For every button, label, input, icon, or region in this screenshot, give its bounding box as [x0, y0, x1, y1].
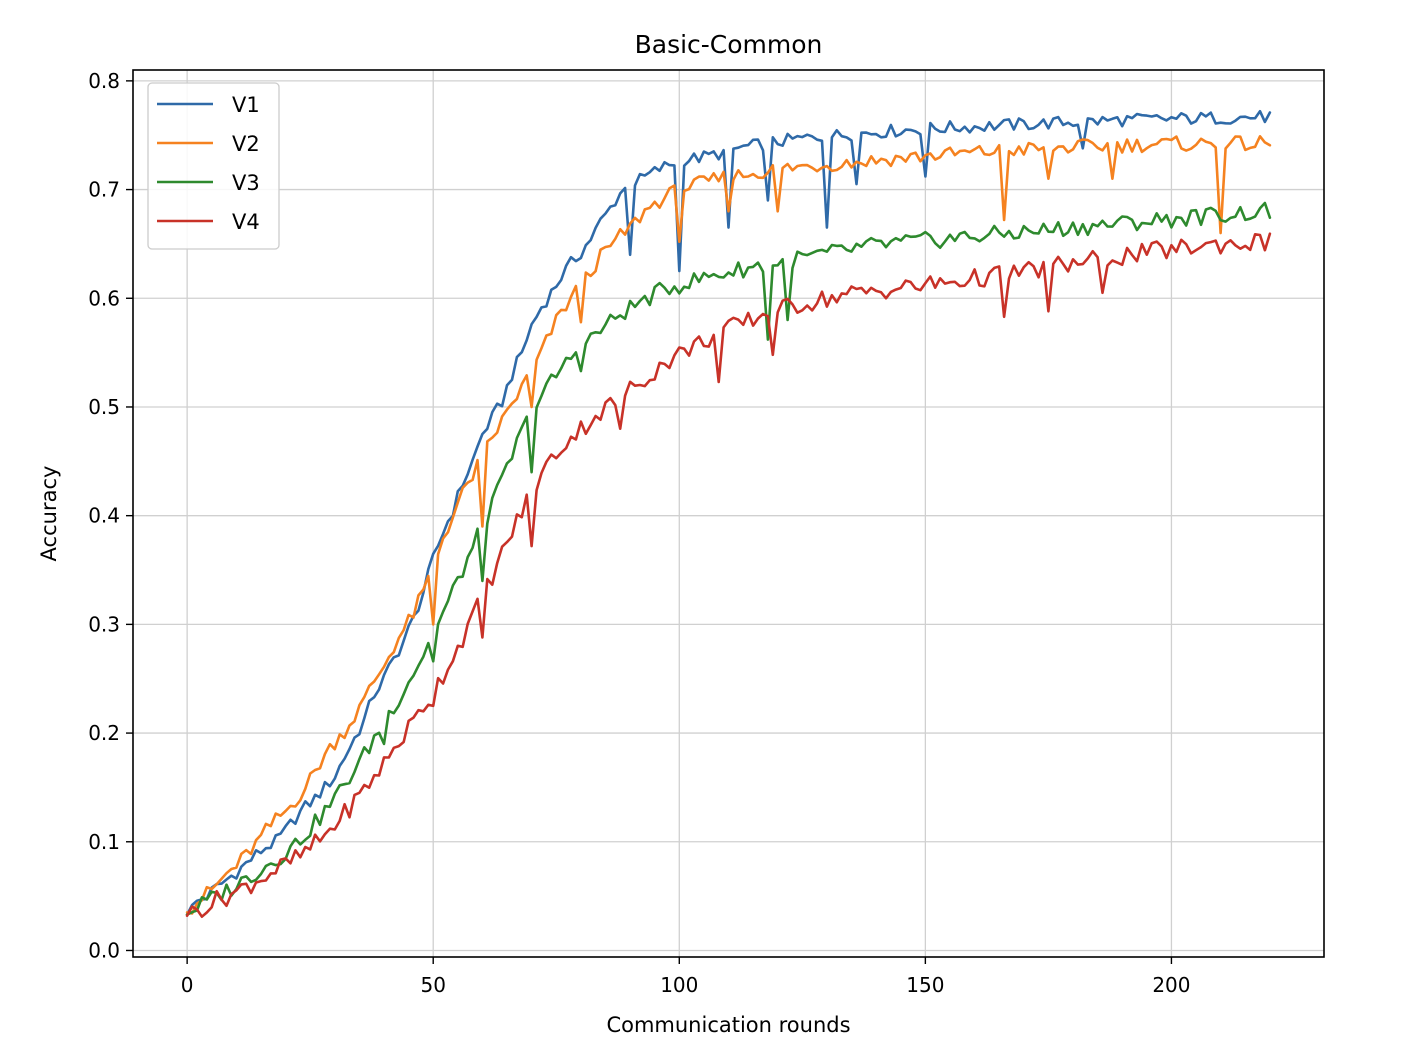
x-tick-label: 200 — [1152, 973, 1190, 997]
y-tick-label: 0.0 — [88, 938, 120, 962]
y-tick-label: 0.6 — [88, 286, 120, 310]
legend-label-v4: V4 — [232, 210, 260, 234]
legend-label-v2: V2 — [232, 132, 260, 156]
legend: V1 V2 V3 V4 — [147, 82, 280, 250]
y-tick-label: 0.3 — [88, 612, 120, 636]
y-axis-label: Accuracy — [37, 466, 61, 562]
x-axis-label: Communication rounds — [606, 1013, 850, 1037]
y-tick-label: 0.5 — [88, 395, 120, 419]
chart-title: Basic-Common — [635, 30, 823, 59]
legend-label-v1: V1 — [232, 93, 260, 117]
x-tick-label: 0 — [181, 973, 194, 997]
series-line-v4 — [185, 232, 1272, 919]
y-tick-label: 0.1 — [88, 830, 120, 854]
x-tick-label: 50 — [420, 973, 445, 997]
y-tick-label: 0.8 — [88, 69, 120, 93]
series-lines — [185, 109, 1272, 919]
x-axis-ticks: 0 50 100 150 200 — [181, 957, 1191, 997]
y-tick-label: 0.4 — [88, 504, 120, 528]
x-tick-label: 100 — [660, 973, 698, 997]
series-line-v2 — [185, 135, 1272, 915]
series-line-v3 — [185, 201, 1272, 916]
legend-label-v3: V3 — [232, 171, 260, 195]
y-tick-label: 0.7 — [88, 178, 120, 202]
x-tick-label: 150 — [906, 973, 944, 997]
grid — [133, 70, 1324, 957]
plot-frame — [132, 69, 1325, 958]
y-axis-ticks: 0.0 0.1 0.2 0.3 0.4 0.5 0.6 0.7 0.8 — [88, 69, 133, 962]
y-tick-label: 0.2 — [88, 721, 120, 745]
series-line-v1 — [185, 109, 1272, 916]
legend-box — [147, 82, 280, 250]
